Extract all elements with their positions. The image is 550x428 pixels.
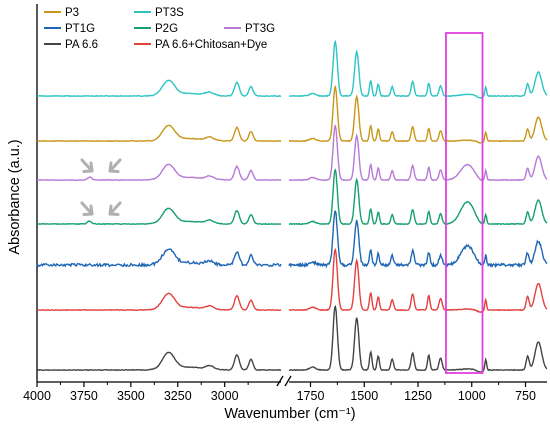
series-line-pa-6-6-fingerprint [288,304,548,374]
series-line-p3-high [36,124,282,143]
legend-label: P2G [155,23,178,35]
x-tick-label: 1000 [458,389,486,403]
legend: P3 PT3S PT1G P2G PT3G PA 6.6 PA 6.6+Chitosan+D… [44,7,275,51]
x-tick-label: 3250 [164,389,192,403]
series-layer [36,39,548,374]
x-tick-label: 3750 [70,389,98,403]
series-line-pt3s-high [36,79,282,98]
annotation-arrows [80,158,122,216]
legend-item: PA 6.6+Chitosan+Dye [134,39,267,51]
series-line-pa-6-6-chitosan-dye-high [36,292,282,312]
series-line-pt1g-high [36,248,282,268]
annotation-arrow [108,201,122,216]
legend-item: P2G [134,23,178,35]
x-tick-label: 3500 [117,389,145,403]
series-line-pt1g-fingerprint [288,210,548,269]
legend-label: PT1G [65,23,95,35]
annotation-arrow [80,201,94,216]
legend-label: PA 6.6+Chitosan+Dye [155,39,267,51]
annotation-arrow [80,158,94,173]
legend-item: PT3G [224,23,275,35]
x-axis-ticks [36,382,527,387]
x-axis-title: Wavenumber (cm⁻¹) [224,406,355,422]
legend-label: PT3S [155,7,184,19]
legend-item: PA 6.6 [44,39,98,51]
axis-break-mark-1 [276,375,284,387]
x-tick-label: 3000 [211,389,239,403]
x-axis-tick-labels: 4000 3750 3500 3250 3000 1750 1500 1250 1000 750 [23,389,536,403]
legend-label: P3 [65,7,79,19]
plot-frame [36,4,547,387]
legend-label: PT3G [245,23,275,35]
x-tick-label: 1750 [297,389,325,403]
x-tick-label: 1500 [350,389,378,403]
series-line-pa-6-6-chitosan-dye-fingerprint [288,247,548,313]
series-line-pa-6-6-high [37,351,282,372]
annotation-arrow [108,158,122,173]
series-line-p2g-fingerprint [288,168,548,226]
x-tick-label: 4000 [23,389,51,403]
legend-label: PA 6.6 [65,39,98,51]
series-line-pt3s-fingerprint [288,39,548,99]
legend-item: PT1G [44,23,95,35]
x-tick-label: 1250 [404,389,432,403]
series-line-pt3g-fingerprint [288,124,548,182]
y-axis-title: Absorbance (a.u.) [7,139,23,254]
legend-item: P3 [44,7,79,19]
series-line-p2g-high [36,207,282,226]
highlight-region [445,32,484,374]
x-tick-label: 750 [515,389,536,403]
series-line-p3-fingerprint [289,85,548,144]
legend-item: PT3S [134,7,184,19]
axis-break-mark-2 [284,375,292,387]
series-line-pt3g-high [36,163,282,182]
